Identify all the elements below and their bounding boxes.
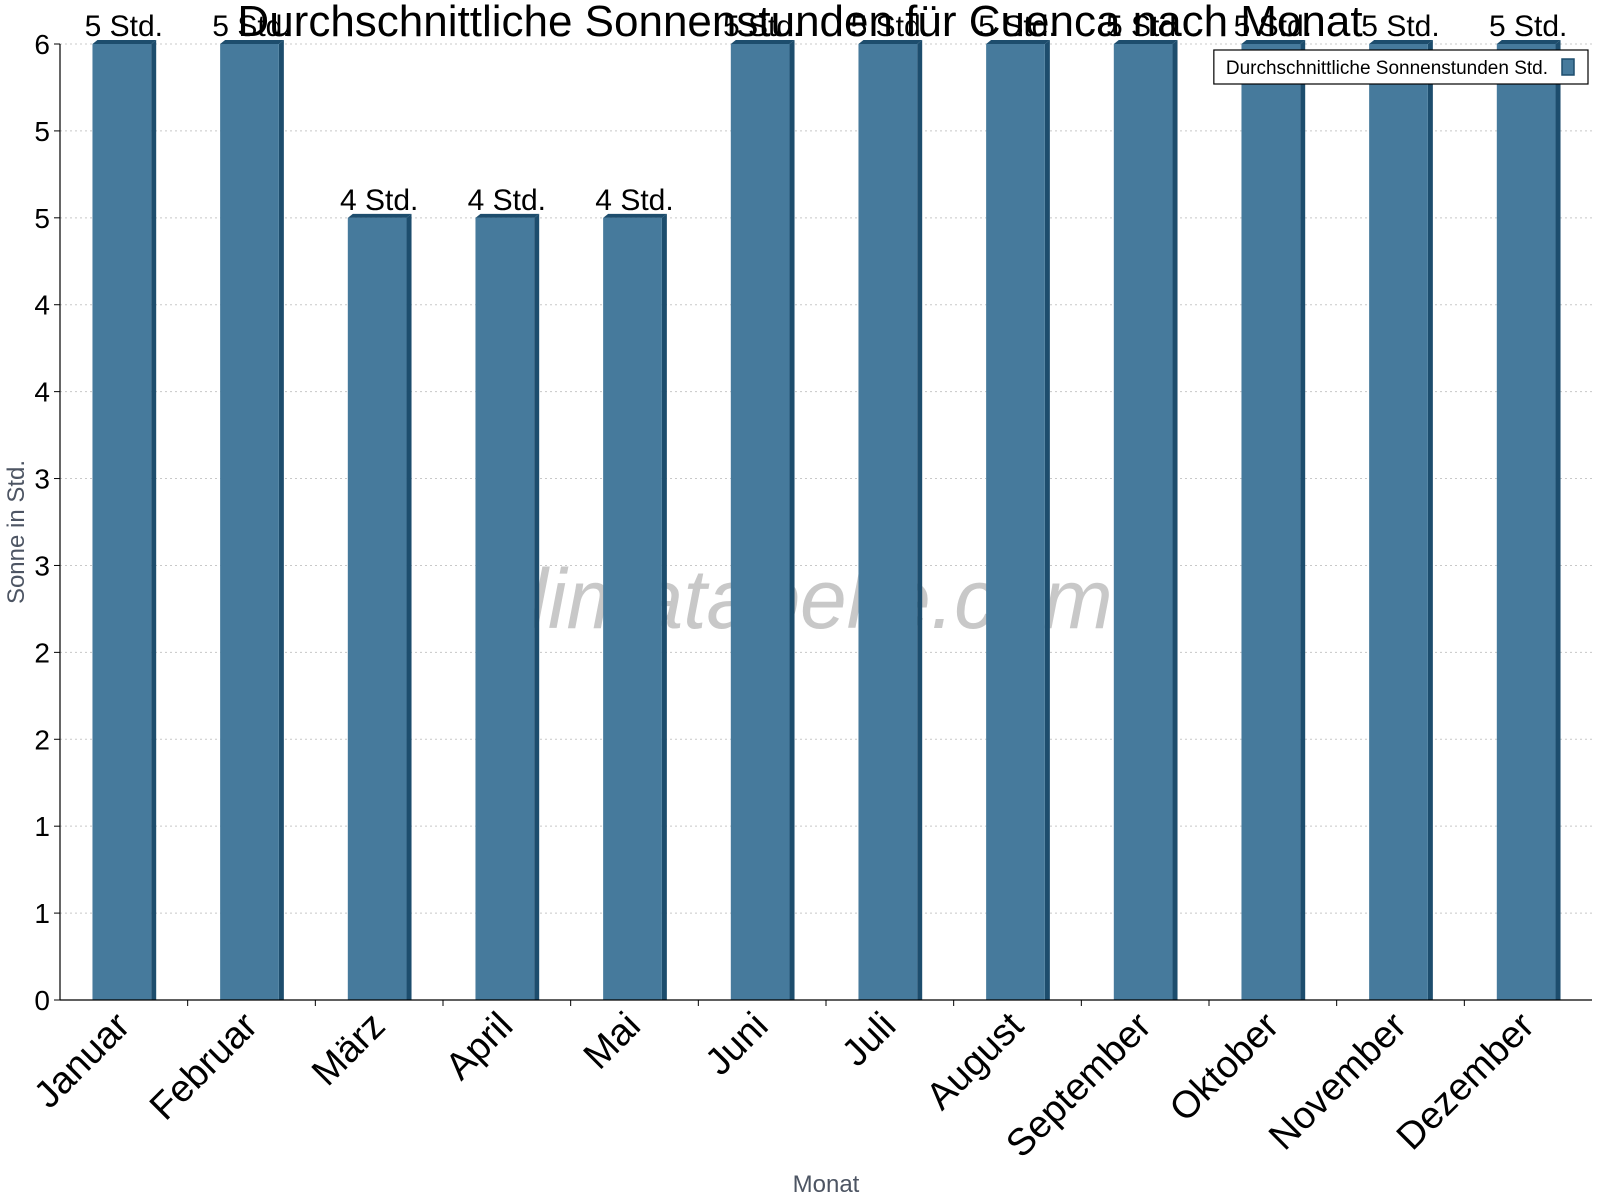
bar-data-label: 5 Std.	[851, 10, 929, 43]
y-tick-label: 3	[34, 550, 50, 581]
y-tick-label: 5	[34, 116, 50, 147]
x-tick-label: Juli	[834, 1005, 904, 1075]
bar-side	[1172, 40, 1178, 1000]
bar	[858, 44, 918, 1000]
bar-top	[1496, 40, 1561, 44]
chart-title: Durchschnittliche Sonnenstunden für Cuen…	[237, 0, 1362, 46]
y-tick-label: 3	[34, 464, 50, 495]
x-axis-title: Monat	[793, 1171, 860, 1198]
bar	[220, 44, 279, 1000]
y-tick-label: 4	[34, 377, 50, 408]
bar-data-label: 5 Std.	[85, 10, 163, 43]
x-tick-label: Dezember	[1389, 1004, 1543, 1158]
x-tick-label: Mai	[576, 1005, 649, 1078]
bar-top	[1369, 40, 1433, 44]
legend-label: Durchschnittliche Sonnenstunden Std.	[1226, 58, 1548, 79]
x-axis-ticks: Januar Februar März April Mai Juni Juli AugustS…	[26, 1000, 1543, 1166]
bar-data-label: 4 Std.	[468, 184, 546, 217]
y-tick-label: 4	[34, 290, 50, 321]
bar-top	[603, 213, 667, 218]
bar-top	[986, 40, 1050, 44]
bar-side	[1300, 40, 1306, 1000]
bar	[1496, 44, 1556, 1000]
bar-side	[789, 40, 795, 1000]
bar	[1369, 44, 1428, 1000]
bar-side	[661, 213, 667, 1000]
bar	[1241, 44, 1301, 1000]
bar-top	[730, 40, 795, 44]
y-tick-label: 0	[34, 985, 50, 1016]
bar	[1113, 44, 1173, 1000]
y-tick-label: 1	[34, 898, 50, 929]
x-tick-label: April	[438, 1005, 521, 1088]
bar-side	[534, 213, 540, 1000]
bar-top	[347, 213, 412, 218]
y-tick-label: 5	[34, 203, 50, 234]
axes	[59, 44, 1592, 1001]
bar-top	[92, 40, 157, 44]
x-tick-label: Februar	[142, 1004, 266, 1128]
x-tick-label: Oktober	[1162, 1004, 1288, 1130]
bar-data-label: 4 Std.	[340, 184, 418, 217]
y-tick-label: 2	[34, 637, 50, 668]
bar	[603, 217, 662, 1000]
legend: Durchschnittliche Sonnenstunden Std.	[1213, 49, 1589, 85]
bar-side	[1427, 40, 1433, 1000]
bar-data-label: 5 Std.	[1234, 10, 1312, 43]
bar-side	[278, 40, 284, 1000]
y-tick-label: 2	[34, 724, 50, 755]
bars: 5 Std. 5 Std. 4 Std. 4 Std. 4 Std. 5 Std. 5 St…	[85, 10, 1567, 1000]
bar-data-label: 5 Std.	[1489, 10, 1567, 43]
bar-side	[406, 213, 412, 1000]
x-tick-label: März	[304, 1005, 393, 1094]
x-tick-label: November	[1261, 1004, 1415, 1158]
bar-data-label: 4 Std.	[595, 184, 673, 217]
bar-data-label: 5 Std.	[978, 10, 1056, 43]
bar	[92, 44, 152, 1000]
legend-box	[1213, 49, 1589, 85]
x-tick-label: August	[919, 1004, 1033, 1118]
legend-swatch	[1561, 58, 1575, 76]
bar-side	[1555, 40, 1561, 1000]
y-axis-title: Sonne in Std.	[3, 460, 30, 604]
y-tick-label: 1	[34, 811, 50, 842]
bar-data-label: 5 Std.	[723, 10, 801, 43]
bar-top	[475, 213, 540, 218]
x-tick-label: Juni	[698, 1005, 777, 1084]
x-tick-label: Januar	[26, 1004, 138, 1116]
y-axis-ticks: 0 1 1 2 2 3 3 4 4 5 5 6	[34, 29, 60, 1016]
bar-data-label: 5 Std.	[1361, 10, 1439, 43]
bar-data-label: 5 Std.	[1106, 10, 1184, 43]
grid	[60, 43, 1592, 914]
bar-top	[220, 40, 284, 44]
bar	[347, 217, 407, 1000]
bar-top	[858, 40, 923, 44]
bar-side	[1044, 40, 1050, 1000]
bar-side	[151, 40, 157, 1000]
bar	[986, 44, 1045, 1000]
bar-top	[1113, 40, 1178, 44]
bar	[730, 44, 790, 1000]
bar	[475, 217, 535, 1000]
bar-top	[1241, 40, 1306, 44]
y-tick-label: 6	[34, 29, 50, 60]
bar-data-label: 5 Std.	[212, 10, 290, 43]
bar-side	[917, 40, 923, 1000]
